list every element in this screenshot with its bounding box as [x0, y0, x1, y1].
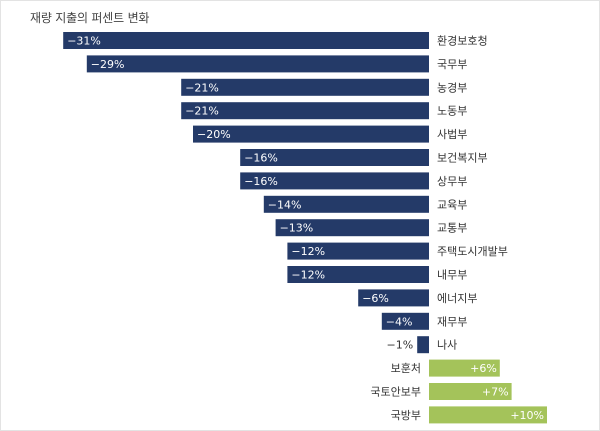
bar-6: [240, 149, 429, 166]
category-label-6: 보건복지부: [437, 152, 488, 165]
bar-11: [287, 266, 429, 283]
value-label-13: −4%: [386, 315, 413, 328]
bar-8: [263, 195, 429, 213]
value-label-4: −21%: [185, 105, 219, 118]
category-label-12: 에너지부: [437, 292, 477, 305]
bar-12: [358, 289, 429, 307]
bar-7: [240, 172, 429, 190]
category-label-8: 교육부: [437, 198, 467, 211]
value-label-9: −13%: [280, 222, 314, 235]
bar-15: [429, 359, 500, 377]
bar-1: [63, 32, 429, 49]
value-label-14: −1%: [387, 339, 414, 352]
value-label-10: −12%: [291, 245, 325, 258]
value-label-6: −16%: [244, 152, 278, 165]
category-label-10: 주택도시개발부: [437, 245, 508, 258]
value-label-5: −20%: [197, 128, 231, 141]
category-label-5: 사법부: [437, 128, 467, 141]
category-label-7: 상무부: [437, 175, 467, 188]
value-label-17: +10%: [510, 409, 544, 422]
bar-10: [287, 242, 429, 260]
bar-5: [193, 125, 429, 143]
bar-13: [381, 312, 429, 330]
value-label-3: −21%: [185, 81, 219, 94]
value-label-12: −6%: [362, 292, 389, 305]
bar-9: [275, 219, 429, 237]
category-label-9: 교통부: [437, 222, 467, 235]
category-label-14: 나사: [437, 339, 457, 352]
chart-title: 재량 지출의 퍼센트 변화: [30, 11, 150, 25]
bar-4: [181, 102, 429, 120]
bar-14: [417, 336, 429, 354]
category-label-16: 국토안보부: [370, 386, 421, 399]
bar-3: [181, 78, 429, 96]
category-label-11: 내무부: [437, 269, 467, 282]
category-label-2: 국무부: [437, 58, 467, 71]
value-label-11: −12%: [291, 269, 325, 282]
bar-2: [86, 55, 430, 73]
category-label-4: 노동부: [437, 105, 467, 118]
category-label-13: 재무부: [437, 315, 467, 328]
category-label-15: 보훈처: [391, 362, 421, 375]
value-label-8: −14%: [268, 198, 302, 211]
bar-17: [429, 406, 547, 424]
value-label-7: −16%: [244, 175, 278, 188]
category-label-17: 국방부: [391, 409, 421, 422]
category-label-3: 농경부: [437, 81, 467, 94]
value-label-2: −29%: [91, 58, 125, 71]
category-label-1: 환경보호청: [437, 35, 488, 48]
value-label-16: +7%: [482, 386, 509, 399]
bar-16: [429, 383, 512, 400]
value-label-1: −31%: [67, 35, 101, 48]
value-label-15: +6%: [470, 362, 497, 375]
